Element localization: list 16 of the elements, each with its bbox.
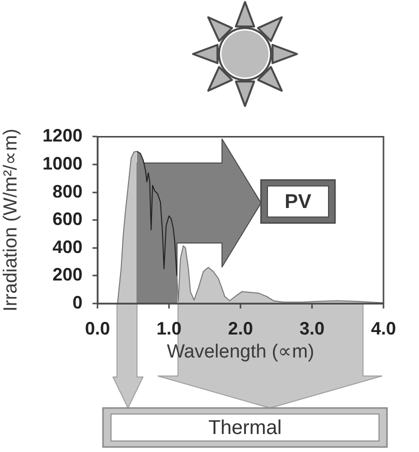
x-tick-label: 4.0 xyxy=(370,318,396,338)
y-axis-title: Irradiation (W/m²/∝m) xyxy=(0,128,22,312)
x-axis-title: Wavelength (∝m) xyxy=(166,341,314,362)
y-tick-label: 800 xyxy=(52,181,82,202)
x-tick-label: 0.0 xyxy=(84,318,110,338)
x-tick-label: 2.0 xyxy=(228,318,254,338)
y-tick-label: 400 xyxy=(52,236,82,257)
annotation: PV xyxy=(284,190,312,212)
y-tick-label: 1200 xyxy=(42,126,82,146)
text: Thermal xyxy=(208,416,282,438)
y-tick-label: 1000 xyxy=(42,153,82,174)
x-tick-label: 3.0 xyxy=(299,318,325,338)
y-tick-label: 600 xyxy=(52,209,82,230)
y-tick-label: 0 xyxy=(72,292,82,312)
x-tick-label: 1.0 xyxy=(156,318,182,338)
y-tick-label: 200 xyxy=(52,264,82,285)
